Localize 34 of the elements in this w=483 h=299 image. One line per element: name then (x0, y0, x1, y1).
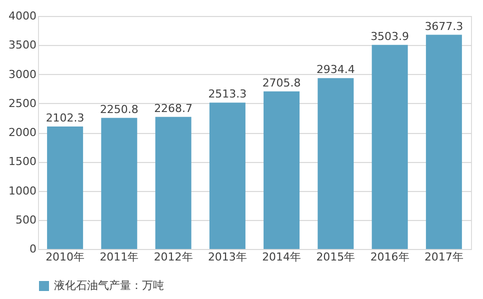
y-tick-label: 2500 (8, 96, 36, 110)
bar (155, 116, 192, 249)
y-tick-label: 2000 (8, 126, 36, 139)
x-tick-label: 2016年 (370, 250, 410, 264)
data-label: 3677.3 (424, 20, 464, 33)
bar (318, 78, 354, 249)
y-tick-label: 500 (16, 213, 36, 226)
x-tick-label: 2011年 (100, 250, 139, 264)
y-tick-label: 0 (30, 242, 36, 256)
data-label: 2250.8 (100, 102, 138, 116)
x-tick-label: 2015年 (316, 250, 356, 264)
bar (264, 91, 300, 249)
data-label: 2934.4 (316, 63, 355, 76)
y-tick-label: 4000 (8, 10, 36, 22)
x-tick-label: 2012年 (154, 250, 193, 264)
y-tick-label: 1000 (8, 184, 36, 198)
y-tick-label: 3500 (8, 38, 36, 52)
data-label: 2705.8 (262, 76, 301, 90)
bar (372, 44, 408, 249)
x-tick-label: 2014年 (262, 250, 302, 264)
x-tick-label: 2017年 (424, 250, 464, 264)
legend-label: 液化石油气产量：万吨 (54, 279, 164, 292)
x-tick-label: 2010年 (46, 250, 85, 264)
bar (47, 126, 84, 249)
data-label: 2268.7 (154, 102, 193, 115)
bar (101, 118, 138, 249)
x-tick-label: 2013年 (208, 250, 247, 264)
data-label: 3503.9 (370, 30, 410, 43)
data-label: 2513.3 (208, 88, 247, 101)
bar (426, 34, 462, 249)
y-tick-label: 1500 (8, 155, 36, 168)
bar (209, 102, 246, 249)
y-tick-label: 3000 (8, 68, 36, 81)
data-label: 2102.3 (46, 112, 84, 125)
